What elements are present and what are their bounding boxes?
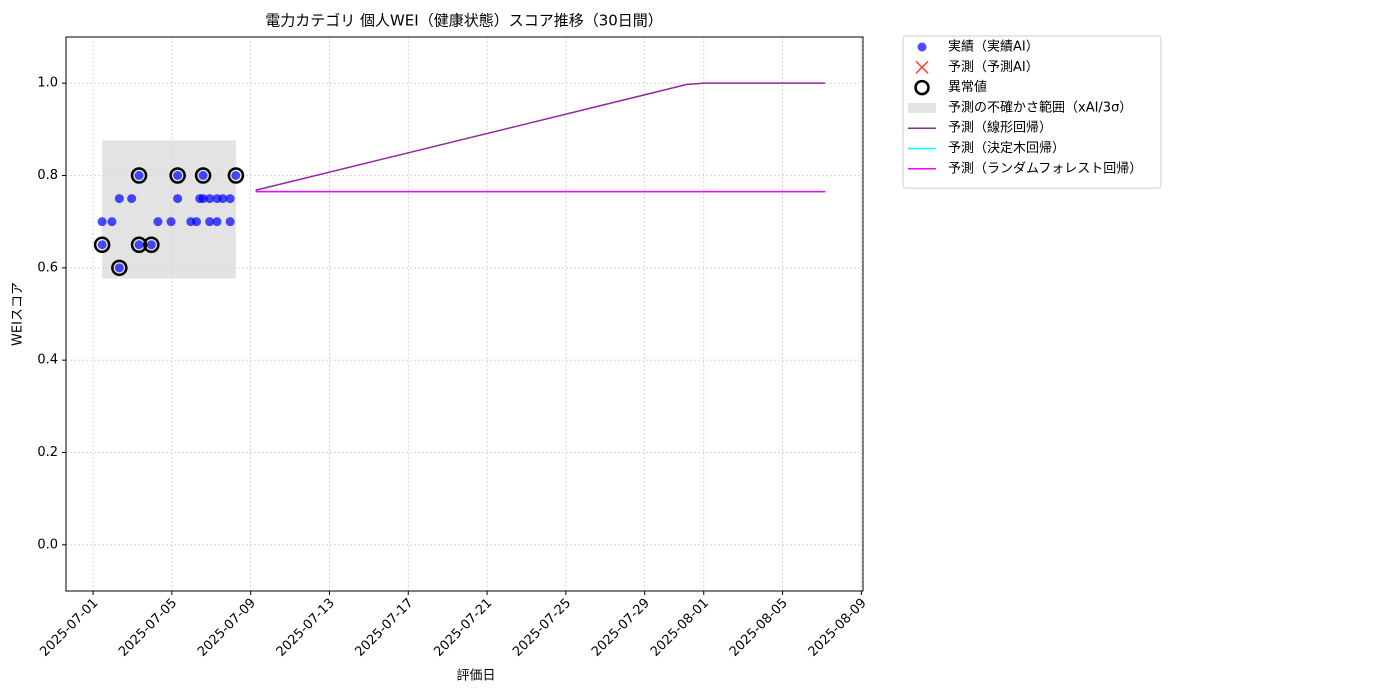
actual-point [114,263,124,273]
x-tick-label: 2025-08-09 [806,596,870,660]
legend-label: 予測（ランダムフォレスト回帰） [948,160,1142,176]
outlier-point [93,236,111,253]
y-tick-label: 0.6 [37,260,58,275]
actual-point [198,194,208,204]
actual-point [153,217,163,227]
legend-marker [915,60,929,74]
legend-label: 予測の不確かさ範囲（xAI/3σ） [948,99,1132,115]
actual-point [218,194,228,204]
actual-point [198,171,208,180]
legend-marker [908,102,936,113]
legend-box [902,35,1162,189]
legend-marker [917,42,927,52]
actual-point [192,217,202,227]
actual-point [225,194,235,204]
outlier-point [194,167,212,184]
actual-point [134,171,144,180]
plot-frame [65,36,864,592]
x-tick-label: 2025-07-13 [274,596,338,660]
y-tick-label: 0.4 [37,353,58,368]
actual-point [166,217,176,227]
y-tick-label: 1.0 [37,76,58,91]
x-tick-label: 2025-07-01 [37,596,101,660]
actual-point [212,217,222,227]
x-tick-label: 2025-08-01 [648,596,712,660]
actual-point [114,194,124,204]
x-tick-label: 2025-07-17 [353,596,417,660]
uncertainty-band [102,140,236,279]
y-tick-label: 0.2 [37,445,58,460]
actual-point [134,240,144,250]
legend-label: 異常値 [948,79,987,95]
legend-label: 予測（決定木回帰） [948,140,1065,156]
actual-point [97,240,107,250]
actual-point [146,240,156,250]
actual-point [173,171,183,180]
outlier-point [111,259,128,277]
actual-point [97,217,107,227]
actual-point [231,171,241,180]
actual-point [127,194,137,204]
x-tick-label: 2025-07-05 [116,596,180,660]
legend-label: 予測（予測AI） [948,60,1039,75]
y-tick-label: 0.8 [37,168,58,183]
x-axis-label: 評価日 [456,669,495,684]
x-tick-label: 2025-08-05 [727,596,791,660]
legend-marker [914,79,930,96]
x-tick-label: 2025-07-29 [589,596,653,660]
actual-point [173,194,183,204]
x-tick-label: 2025-07-09 [195,596,259,660]
x-tick-label: 2025-07-25 [510,596,574,660]
legend-label: 実績（実績AI） [948,39,1039,55]
outlier-point [130,236,148,253]
forecast-line [255,82,826,192]
actual-point [107,217,117,227]
outlier-point [143,236,160,253]
chart-title: 電力カテゴリ 個人WEI（健康状態）スコア推移（30日間） [265,12,663,30]
actual-point [205,217,215,227]
x-tick-label: 2025-07-21 [431,596,495,660]
y-tick-label: 0.0 [37,537,58,552]
legend-label: 予測（線形回帰） [948,120,1052,136]
outlier-point [227,167,245,184]
actual-point [205,194,215,204]
outlier-point [130,167,148,184]
actual-point [225,217,235,227]
outlier-point [169,167,186,184]
y-axis-label: WEIスコア [11,282,26,346]
